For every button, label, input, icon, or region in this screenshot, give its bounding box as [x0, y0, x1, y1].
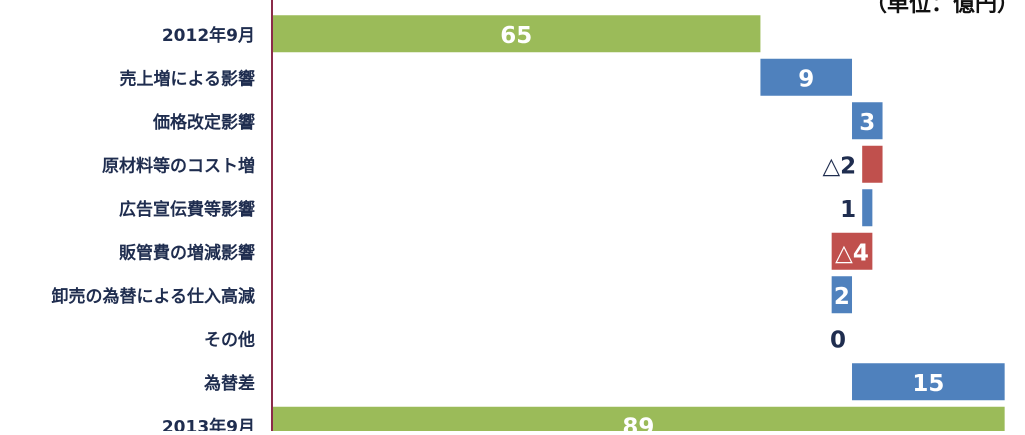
value-label: 65: [500, 23, 532, 49]
category-label: その他: [204, 329, 255, 350]
value-label: 1: [840, 197, 856, 223]
bar-total: [272, 406, 1005, 435]
bar-decrease: [831, 232, 873, 270]
bar-increase: [862, 189, 873, 227]
value-label: 0: [830, 327, 846, 353]
category-label: 2012年9月: [162, 25, 255, 46]
category-label: 2013年9月: [162, 416, 255, 431]
bar-increase: [852, 102, 883, 140]
value-label: 2: [834, 284, 850, 310]
category-label: 売上増による影響: [120, 68, 256, 89]
value-label: 3: [859, 110, 875, 136]
category-label: 原材料等のコスト増: [102, 155, 255, 176]
category-label: 価格改定影響: [152, 112, 255, 133]
bar-increase: [831, 276, 853, 314]
category-label: 広告宣伝費等影響: [119, 199, 255, 220]
value-label: 89: [622, 414, 654, 431]
value-label: 15: [912, 371, 944, 397]
bar-increase: [760, 58, 853, 96]
value-label: △4: [835, 240, 869, 266]
bar-increase: [852, 363, 1005, 401]
value-label: △2: [822, 153, 856, 179]
category-label: 為替差: [204, 373, 255, 394]
unit-label: （単位：億円）: [864, 0, 1019, 17]
category-label: 卸売の為替による仕入高減: [52, 286, 256, 307]
value-label: 9: [798, 66, 814, 92]
bar-total: [272, 15, 761, 53]
bar-decrease: [862, 145, 883, 183]
category-label: 販管費の増減影響: [119, 242, 255, 263]
